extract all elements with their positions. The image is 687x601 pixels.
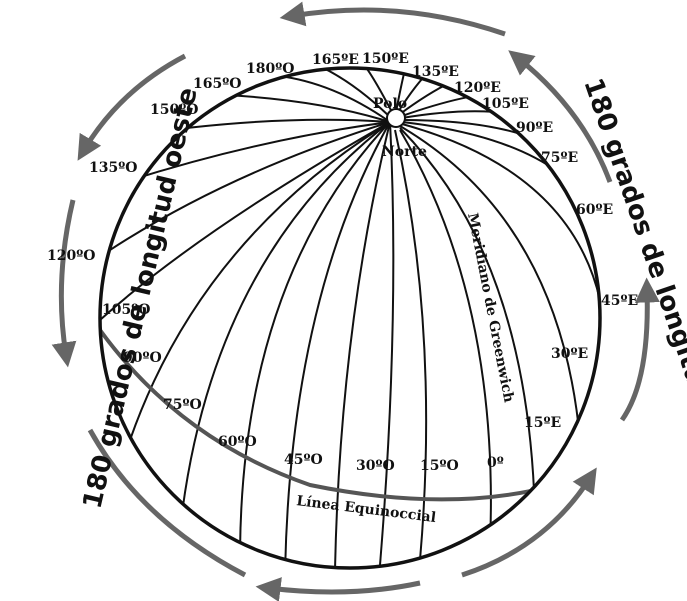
label-150e: 150ºE	[362, 51, 409, 67]
arrow-left	[51, 199, 77, 368]
label-120o: 120ºO	[47, 248, 95, 264]
label-135o: 135ºO	[89, 160, 137, 176]
label-60o: 60ºO	[218, 434, 257, 450]
arrow-bottom	[255, 577, 421, 601]
west-longitude-labels: 180ºO 165ºO 150ºO 135ºO 120ºO 105ºO 90ºO…	[47, 61, 504, 474]
rotation-arrows	[51, 1, 660, 601]
globe	[98, 66, 602, 570]
arrow-lower-left	[87, 428, 247, 578]
label-45e: 45ºE	[601, 293, 638, 309]
label-45o: 45ºO	[284, 452, 323, 468]
greenwich-meridian	[399, 129, 492, 546]
label-30o: 30ºO	[356, 458, 395, 474]
label-165o: 165ºO	[193, 76, 241, 92]
label-15o: 15ºO	[420, 458, 459, 474]
west-side-label: 180 grados de longitud oeste	[78, 85, 204, 512]
label-180o: 180ºO	[246, 61, 294, 77]
label-90e: 90ºE	[516, 120, 553, 136]
globe-outline	[98, 66, 602, 570]
arrow-top	[279, 1, 506, 37]
pole-label-top: Polo	[373, 96, 407, 112]
greenwich-label: Meridiano de Greenwich	[464, 212, 516, 404]
equator-line	[100, 328, 600, 502]
label-120e: 120ºE	[454, 80, 501, 96]
label-30e: 30ºE	[551, 346, 588, 362]
label-60e: 60ºE	[576, 202, 613, 218]
east-side-label: 180 grados de longitud este	[577, 75, 687, 475]
label-150o: 150ºO	[150, 102, 198, 118]
arrow-upper-left	[77, 53, 187, 161]
label-15e: 15ºE	[524, 415, 561, 431]
arrow-right	[619, 277, 660, 422]
north-pole-marker	[386, 108, 406, 128]
pole-label-bottom: Norte	[382, 144, 427, 160]
label-0: 0º	[487, 455, 504, 471]
label-135e: 135ºE	[412, 64, 459, 80]
label-90o: 90ºO	[123, 350, 162, 366]
label-165e: 165ºE	[312, 52, 359, 68]
label-105e: 105ºE	[482, 96, 529, 112]
label-105o: 105ºO	[102, 302, 150, 318]
east-longitude-labels: 165ºE 150ºE 135ºE 120ºE 105ºE 90ºE 75ºE …	[312, 51, 638, 431]
label-75o: 75ºO	[163, 397, 202, 413]
arrow-lower-right	[461, 467, 597, 578]
arrow-upper-right	[508, 50, 613, 183]
label-75e: 75ºE	[541, 150, 578, 166]
meridian-lines	[100, 68, 600, 568]
